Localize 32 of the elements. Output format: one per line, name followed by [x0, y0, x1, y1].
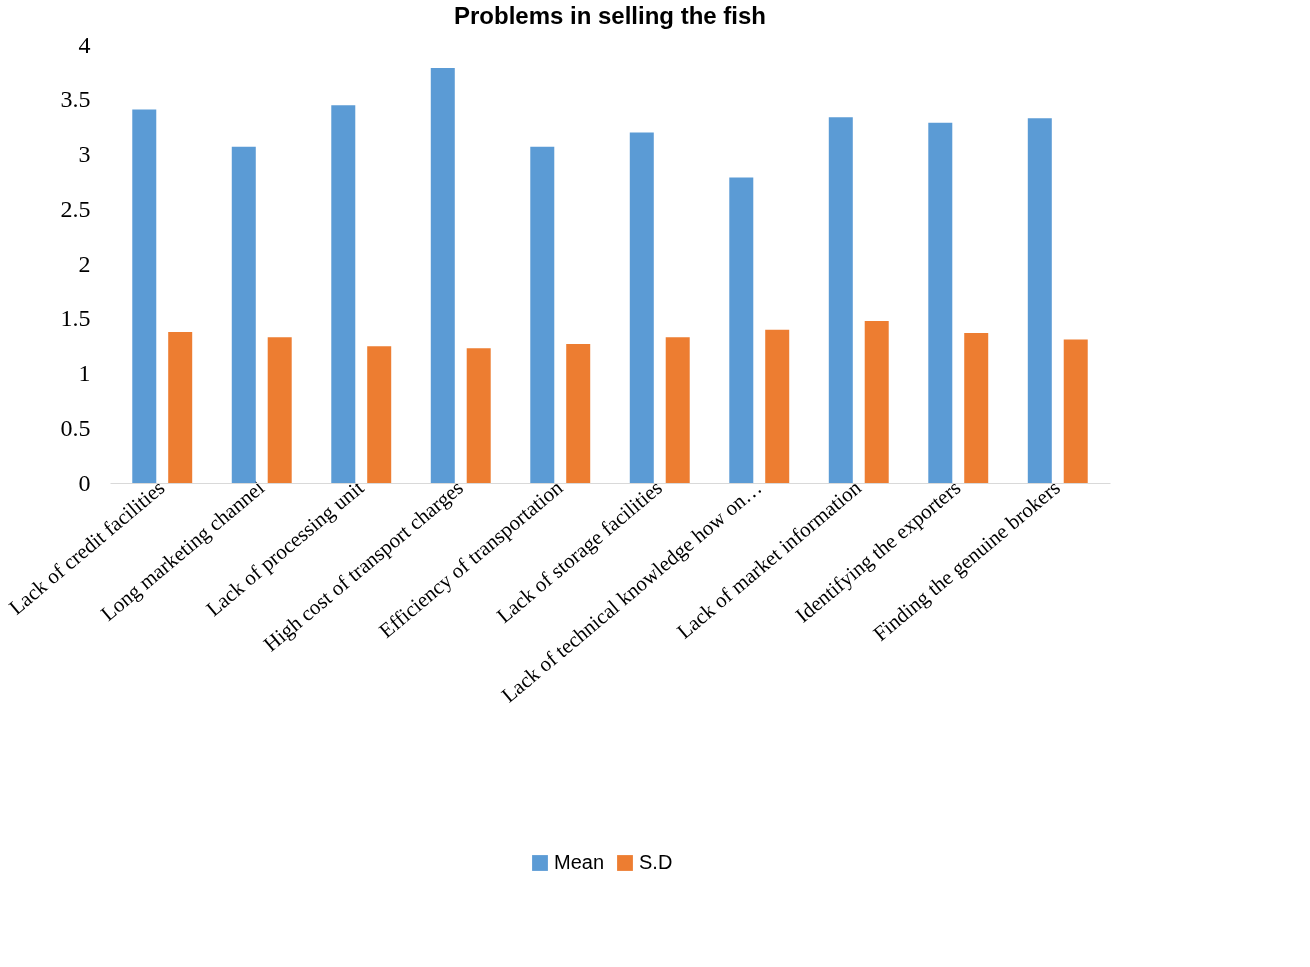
bar	[1063, 339, 1088, 483]
bar	[928, 122, 953, 483]
y-tick-label: 1.5	[60, 305, 91, 332]
y-tick-label: 2.5	[60, 195, 91, 222]
legend-label: Mean	[554, 851, 605, 873]
y-tick-label: 3	[78, 141, 91, 167]
bar	[132, 109, 157, 483]
y-tick-label: 0	[78, 469, 91, 496]
y-tick-label: 3.5	[60, 86, 91, 113]
bar	[530, 146, 555, 483]
bar	[964, 332, 989, 483]
bar	[1027, 118, 1052, 483]
bar	[430, 68, 455, 483]
bar	[729, 177, 754, 483]
bar	[367, 346, 392, 483]
bar	[331, 105, 356, 483]
bar	[231, 146, 256, 483]
bar	[828, 117, 853, 483]
bar	[665, 337, 690, 483]
bar	[765, 329, 790, 483]
bar	[864, 320, 889, 483]
chart-title: Problems in selling the fish	[453, 2, 767, 29]
legend-label: S.D	[639, 851, 673, 873]
y-tick-label: 1	[78, 360, 91, 386]
bar	[168, 331, 193, 483]
y-tick-label: 0.5	[60, 414, 91, 441]
bar	[267, 337, 292, 483]
bar	[466, 348, 491, 483]
bar	[629, 132, 654, 483]
bar	[566, 343, 591, 483]
y-tick-label: 2	[78, 250, 91, 277]
y-tick-label: 4	[78, 31, 91, 58]
